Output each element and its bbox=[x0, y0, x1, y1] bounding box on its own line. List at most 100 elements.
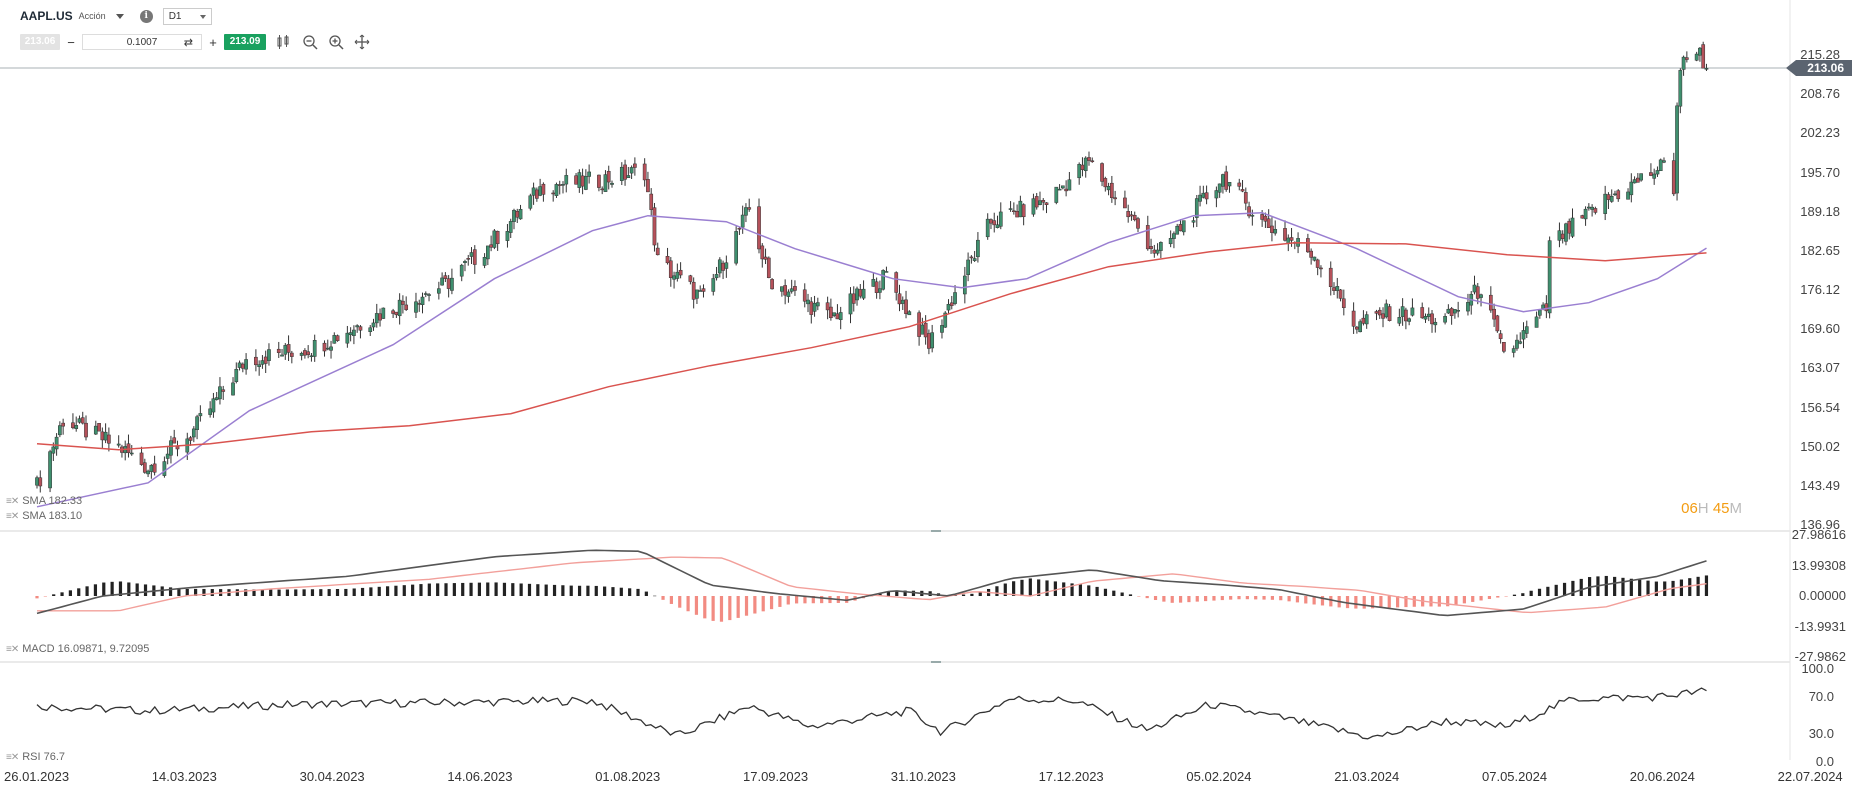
candle-body bbox=[1681, 56, 1686, 70]
candle-body bbox=[1606, 194, 1611, 200]
candle-body bbox=[381, 307, 386, 319]
candle-body bbox=[1217, 183, 1222, 193]
macd-histogram-bar bbox=[661, 596, 665, 600]
legend-settings-icon[interactable]: ≡✕ bbox=[6, 495, 19, 507]
symbol-dropdown-icon[interactable] bbox=[115, 13, 124, 19]
timeframe-select[interactable]: D1 bbox=[162, 7, 212, 25]
candle-body bbox=[675, 271, 680, 279]
macd-histogram-bar bbox=[427, 583, 431, 596]
candle-body bbox=[1609, 196, 1614, 202]
candle-body bbox=[652, 207, 657, 246]
candle-body bbox=[1374, 311, 1379, 314]
rsi-tick-label: 0.0 bbox=[1815, 754, 1834, 769]
macd-histogram-bar bbox=[335, 589, 340, 596]
candle-body bbox=[1341, 298, 1346, 308]
macd-histogram-bar bbox=[1621, 577, 1625, 596]
legend-settings-icon[interactable]: ≡✕ bbox=[6, 510, 19, 522]
candle-body bbox=[175, 446, 180, 450]
symbol-label[interactable]: AAPL.US bbox=[20, 9, 73, 23]
price-tick-label: 136.96 bbox=[1800, 517, 1840, 532]
volume-plus-button[interactable]: + bbox=[209, 34, 217, 50]
candle-body bbox=[1064, 188, 1068, 192]
candle-body bbox=[107, 434, 111, 444]
candle-body bbox=[1586, 206, 1591, 209]
candle-body bbox=[851, 293, 856, 304]
macd-histogram-bar bbox=[1195, 596, 1199, 602]
zoom-in-icon[interactable] bbox=[328, 34, 344, 50]
volume-value: 0.1007 bbox=[126, 37, 158, 48]
candle-body bbox=[401, 300, 405, 305]
candle-body bbox=[1404, 309, 1408, 322]
date-tick-label: 21.03.2024 bbox=[1334, 769, 1400, 784]
candle-body bbox=[597, 174, 601, 188]
legend-sma-2[interactable]: ≡✕ SMA 183.10 bbox=[6, 510, 82, 522]
candle-body bbox=[1237, 182, 1242, 187]
candle-body bbox=[907, 311, 912, 316]
candle-body bbox=[1015, 211, 1019, 218]
candle-body bbox=[1034, 196, 1039, 208]
price-tick-label: 195.70 bbox=[1800, 164, 1840, 180]
swap-icon[interactable]: ⇄ bbox=[183, 37, 193, 49]
macd-histogram-bar bbox=[502, 582, 507, 596]
candle-body bbox=[74, 425, 79, 430]
date-tick-label: 17.12.2023 bbox=[1038, 769, 1104, 784]
legend-macd-label: MACD 16.09871, 9.72095 bbox=[22, 643, 150, 655]
macd-histogram-bar bbox=[1320, 596, 1325, 606]
candle-body bbox=[482, 256, 487, 266]
candle-body bbox=[949, 302, 954, 306]
info-icon[interactable]: i bbox=[139, 9, 153, 23]
macd-histogram-bar bbox=[160, 586, 164, 596]
candle-body bbox=[900, 299, 905, 304]
candle-body bbox=[257, 364, 262, 367]
candle-body bbox=[93, 425, 98, 435]
legend-settings-icon[interactable]: ≡✕ bbox=[6, 643, 19, 655]
candle-body bbox=[169, 440, 173, 456]
macd-histogram-bar bbox=[1370, 596, 1375, 609]
candle-body bbox=[600, 188, 605, 191]
price-tick-label: 150.02 bbox=[1800, 438, 1840, 454]
macd-resize-handle[interactable] bbox=[931, 530, 941, 532]
legend-settings-icon[interactable]: ≡✕ bbox=[6, 751, 19, 763]
candle-body bbox=[1701, 44, 1706, 69]
candle-body bbox=[574, 175, 578, 185]
candle-body bbox=[61, 422, 65, 427]
macd-histogram-bar bbox=[344, 588, 348, 596]
crosshair-icon[interactable] bbox=[354, 34, 370, 50]
candle-body bbox=[48, 451, 52, 489]
instrument-type: Acción bbox=[78, 11, 106, 21]
countdown-hours: 06 bbox=[1681, 500, 1698, 517]
candle-body bbox=[1443, 316, 1447, 323]
countdown-minutes: 45 bbox=[1712, 500, 1730, 517]
legend-sma-1[interactable]: ≡✕ SMA 182.33 bbox=[6, 495, 82, 507]
date-tick-label: 07.05.2024 bbox=[1482, 769, 1548, 784]
legend-rsi[interactable]: ≡✕ RSI 76.7 bbox=[6, 751, 65, 763]
macd-histogram-bar bbox=[1613, 576, 1617, 596]
candle-body bbox=[976, 239, 980, 258]
macd-histogram-bar bbox=[1329, 596, 1333, 607]
sell-button[interactable]: 213.06 bbox=[20, 34, 60, 50]
candle-body bbox=[1168, 238, 1173, 245]
macd-histogram-bar bbox=[1095, 586, 1099, 596]
macd-histogram-bar bbox=[1504, 596, 1508, 597]
macd-histogram-bar bbox=[77, 588, 81, 596]
macd-tick-label: -27.9862 bbox=[1794, 649, 1846, 664]
macd-histogram-bar bbox=[577, 585, 582, 596]
candle-body bbox=[626, 175, 631, 178]
buy-button[interactable]: 213.09 bbox=[224, 34, 266, 50]
legend-macd[interactable]: ≡✕ MACD 16.09871, 9.72095 bbox=[6, 643, 149, 655]
zoom-out-icon[interactable] bbox=[302, 34, 318, 50]
candle-body bbox=[747, 207, 752, 210]
date-tick-label: 17.09.2023 bbox=[743, 769, 809, 784]
macd-histogram-bar bbox=[1070, 583, 1074, 596]
macd-histogram-bar bbox=[202, 588, 206, 596]
candle-body bbox=[770, 279, 774, 290]
volume-minus-button[interactable]: − bbox=[67, 34, 75, 50]
rsi-resize-handle[interactable] bbox=[931, 661, 941, 663]
macd-histogram-bar bbox=[352, 588, 356, 596]
volume-input[interactable]: 0.1007 ⇄ bbox=[82, 34, 202, 50]
macd-histogram-bar bbox=[786, 596, 790, 605]
candles-icon[interactable] bbox=[276, 34, 292, 50]
candle-body bbox=[1159, 242, 1163, 251]
candle-body bbox=[691, 281, 696, 300]
